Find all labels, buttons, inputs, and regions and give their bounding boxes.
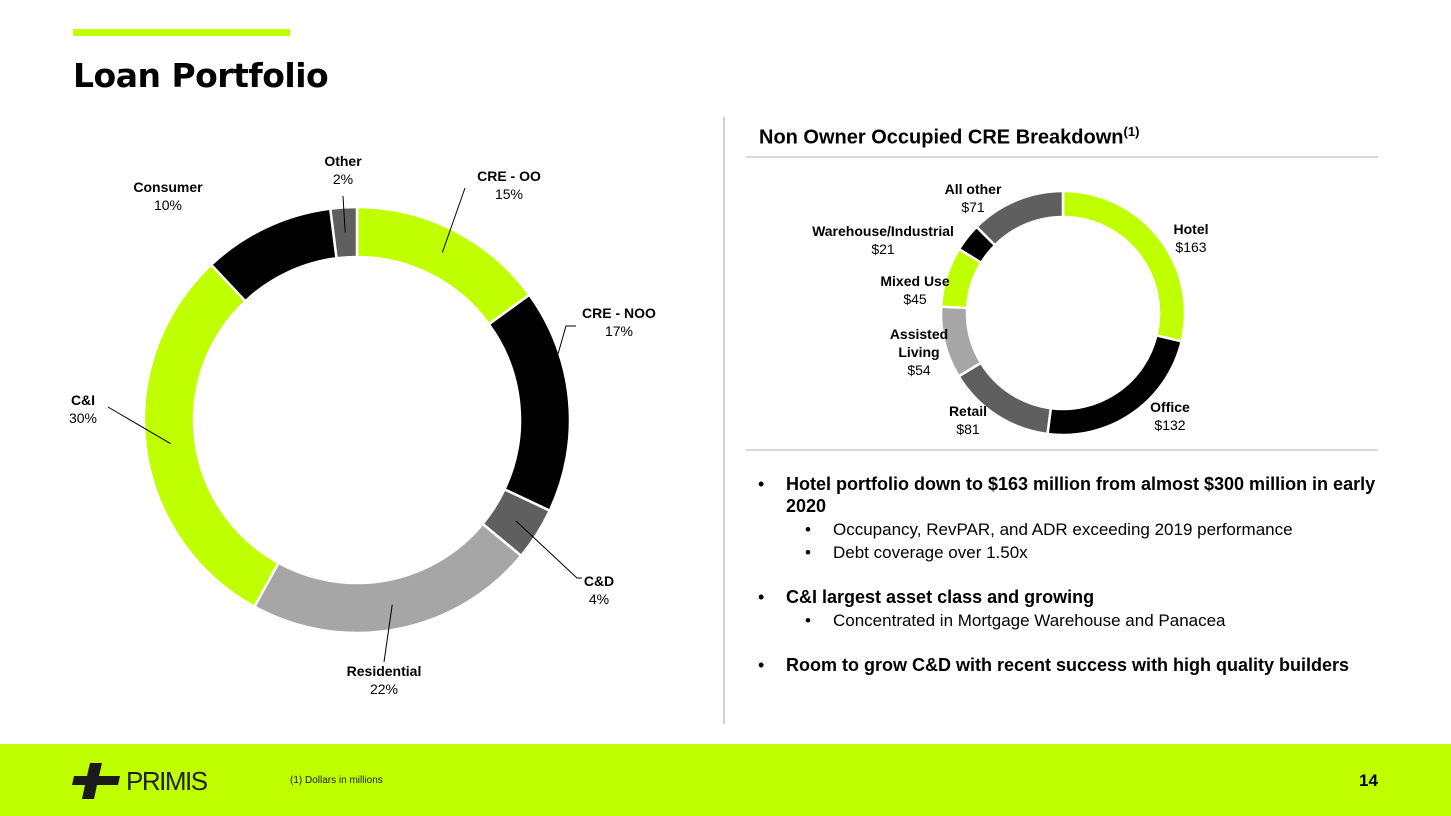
bullet-glyph: • — [758, 474, 765, 494]
donut-slice-cre-noo — [487, 293, 572, 513]
slice-value-all-other: $71 — [961, 199, 985, 215]
cre-breakdown-donut-chart: Hotel $163 Office $132 Retail $81 Assisted Livi… — [812, 181, 1209, 437]
loan-portfolio-donut-chart: CRE - OO 15% CRE - NOO 17% C&D 4% Residential 2… — [69, 153, 656, 697]
leader-line-other — [342, 195, 346, 233]
slice-value-assisted-living: $54 — [907, 362, 931, 378]
bullet-item: • C&I largest asset class and growing — [758, 586, 1378, 608]
bullet-list: • Hotel portfolio down to $163 million fr… — [758, 473, 1378, 676]
slice-value-mixed-use: $45 — [903, 291, 927, 307]
bullet-glyph: • — [758, 587, 765, 607]
donut-slice-cre-oo — [355, 205, 532, 326]
bottom-rule — [746, 449, 1378, 451]
slice-label-residential: Residential — [347, 663, 422, 679]
slice-value-cre-oo: 15% — [495, 186, 523, 202]
slice-label-office: Office — [1150, 399, 1190, 415]
vertical-divider — [723, 117, 725, 724]
slice-value-c-d: 4% — [589, 591, 609, 607]
bullet-item: • Room to grow C&D with recent success wi… — [758, 654, 1378, 676]
slice-value-cre-noo: 17% — [605, 323, 633, 339]
slice-value-c-i: 30% — [69, 410, 97, 426]
bullet-text: Room to grow C&D with recent success wit… — [786, 655, 1350, 675]
primis-logo-icon — [72, 763, 120, 799]
slice-label-c-d: C&D — [584, 573, 614, 589]
slice-value-hotel: $163 — [1175, 239, 1206, 255]
sub-bullet-item: • Occupancy, RevPAR, and ADR exceeding 20… — [758, 518, 1378, 541]
primis-logo: PRIMIS — [72, 763, 208, 799]
bullet-text: Hotel portfolio down to $163 million fro… — [786, 474, 1376, 516]
cre-breakdown-title-text: Non Owner Occupied CRE Breakdown — [759, 126, 1124, 149]
top-rule — [746, 156, 1378, 158]
leader-line-residential — [383, 604, 393, 663]
slice-label-consumer: Consumer — [133, 179, 203, 195]
title-accent-bar — [73, 29, 290, 36]
slice-label-other: Other — [324, 153, 362, 169]
slice-label-assisted-living: Assisted — [890, 326, 948, 342]
bullet-glyph: • — [805, 611, 811, 630]
donut-slice-other — [328, 205, 359, 260]
cre-breakdown-title: Non Owner Occupied CRE Breakdown(1) — [759, 124, 1139, 150]
slice-label-warehouse-industrial: Warehouse/Industrial — [812, 223, 954, 239]
slice-label-c-i: C&I — [71, 392, 95, 408]
footnote: (1) Dollars in millions — [290, 775, 383, 786]
slice-label-assisted-living: Living — [898, 344, 939, 360]
sub-bullet-text: Occupancy, RevPAR, and ADR exceeding 201… — [833, 520, 1293, 539]
slice-label-hotel: Hotel — [1174, 221, 1209, 237]
leader-line-cre-noo — [543, 325, 576, 403]
slice-value-residential: 22% — [370, 681, 398, 697]
leader-line-c-i — [107, 406, 171, 444]
slice-label-all-other: All other — [945, 181, 1002, 197]
sub-bullet-text: Debt coverage over 1.50x — [833, 543, 1028, 562]
bullet-glyph: • — [805, 520, 811, 539]
donut-slice-hotel — [1061, 189, 1187, 343]
bullet-glyph: • — [805, 543, 811, 562]
donut-slice-all-other — [974, 189, 1065, 247]
slice-value-warehouse-industrial: $21 — [871, 241, 895, 257]
logo-text: PRIMIS — [126, 765, 208, 796]
donut-slice-c-i — [142, 262, 281, 609]
slice-value-office: $132 — [1154, 417, 1185, 433]
slice-label-mixed-use: Mixed Use — [880, 273, 949, 289]
slice-value-retail: $81 — [956, 421, 980, 437]
slice-label-cre-oo: CRE - OO — [477, 168, 541, 184]
bullet-item: • Hotel portfolio down to $163 million fr… — [758, 473, 1378, 517]
leader-line-c-d — [515, 520, 582, 579]
footer-bar — [0, 744, 1451, 816]
sub-bullet-item: • Concentrated in Mortgage Warehouse and … — [758, 609, 1378, 632]
slice-label-retail: Retail — [949, 403, 987, 419]
slice-value-other: 2% — [333, 171, 353, 187]
donut-slice-residential — [252, 522, 523, 635]
slice-label-cre-noo: CRE - NOO — [582, 305, 656, 321]
page-title: Loan Portfolio — [73, 56, 329, 95]
slice-value-consumer: 10% — [154, 197, 182, 213]
sub-bullet-item: • Debt coverage over 1.50x — [758, 541, 1378, 564]
page-number: 14 — [1359, 771, 1378, 790]
footnote-marker: (1) — [1123, 124, 1140, 139]
leader-line-cre-oo — [441, 187, 466, 253]
bullet-glyph: • — [758, 655, 765, 675]
bullet-text: C&I largest asset class and growing — [786, 587, 1095, 607]
sub-bullet-text: Concentrated in Mortgage Warehouse and P… — [833, 611, 1226, 630]
